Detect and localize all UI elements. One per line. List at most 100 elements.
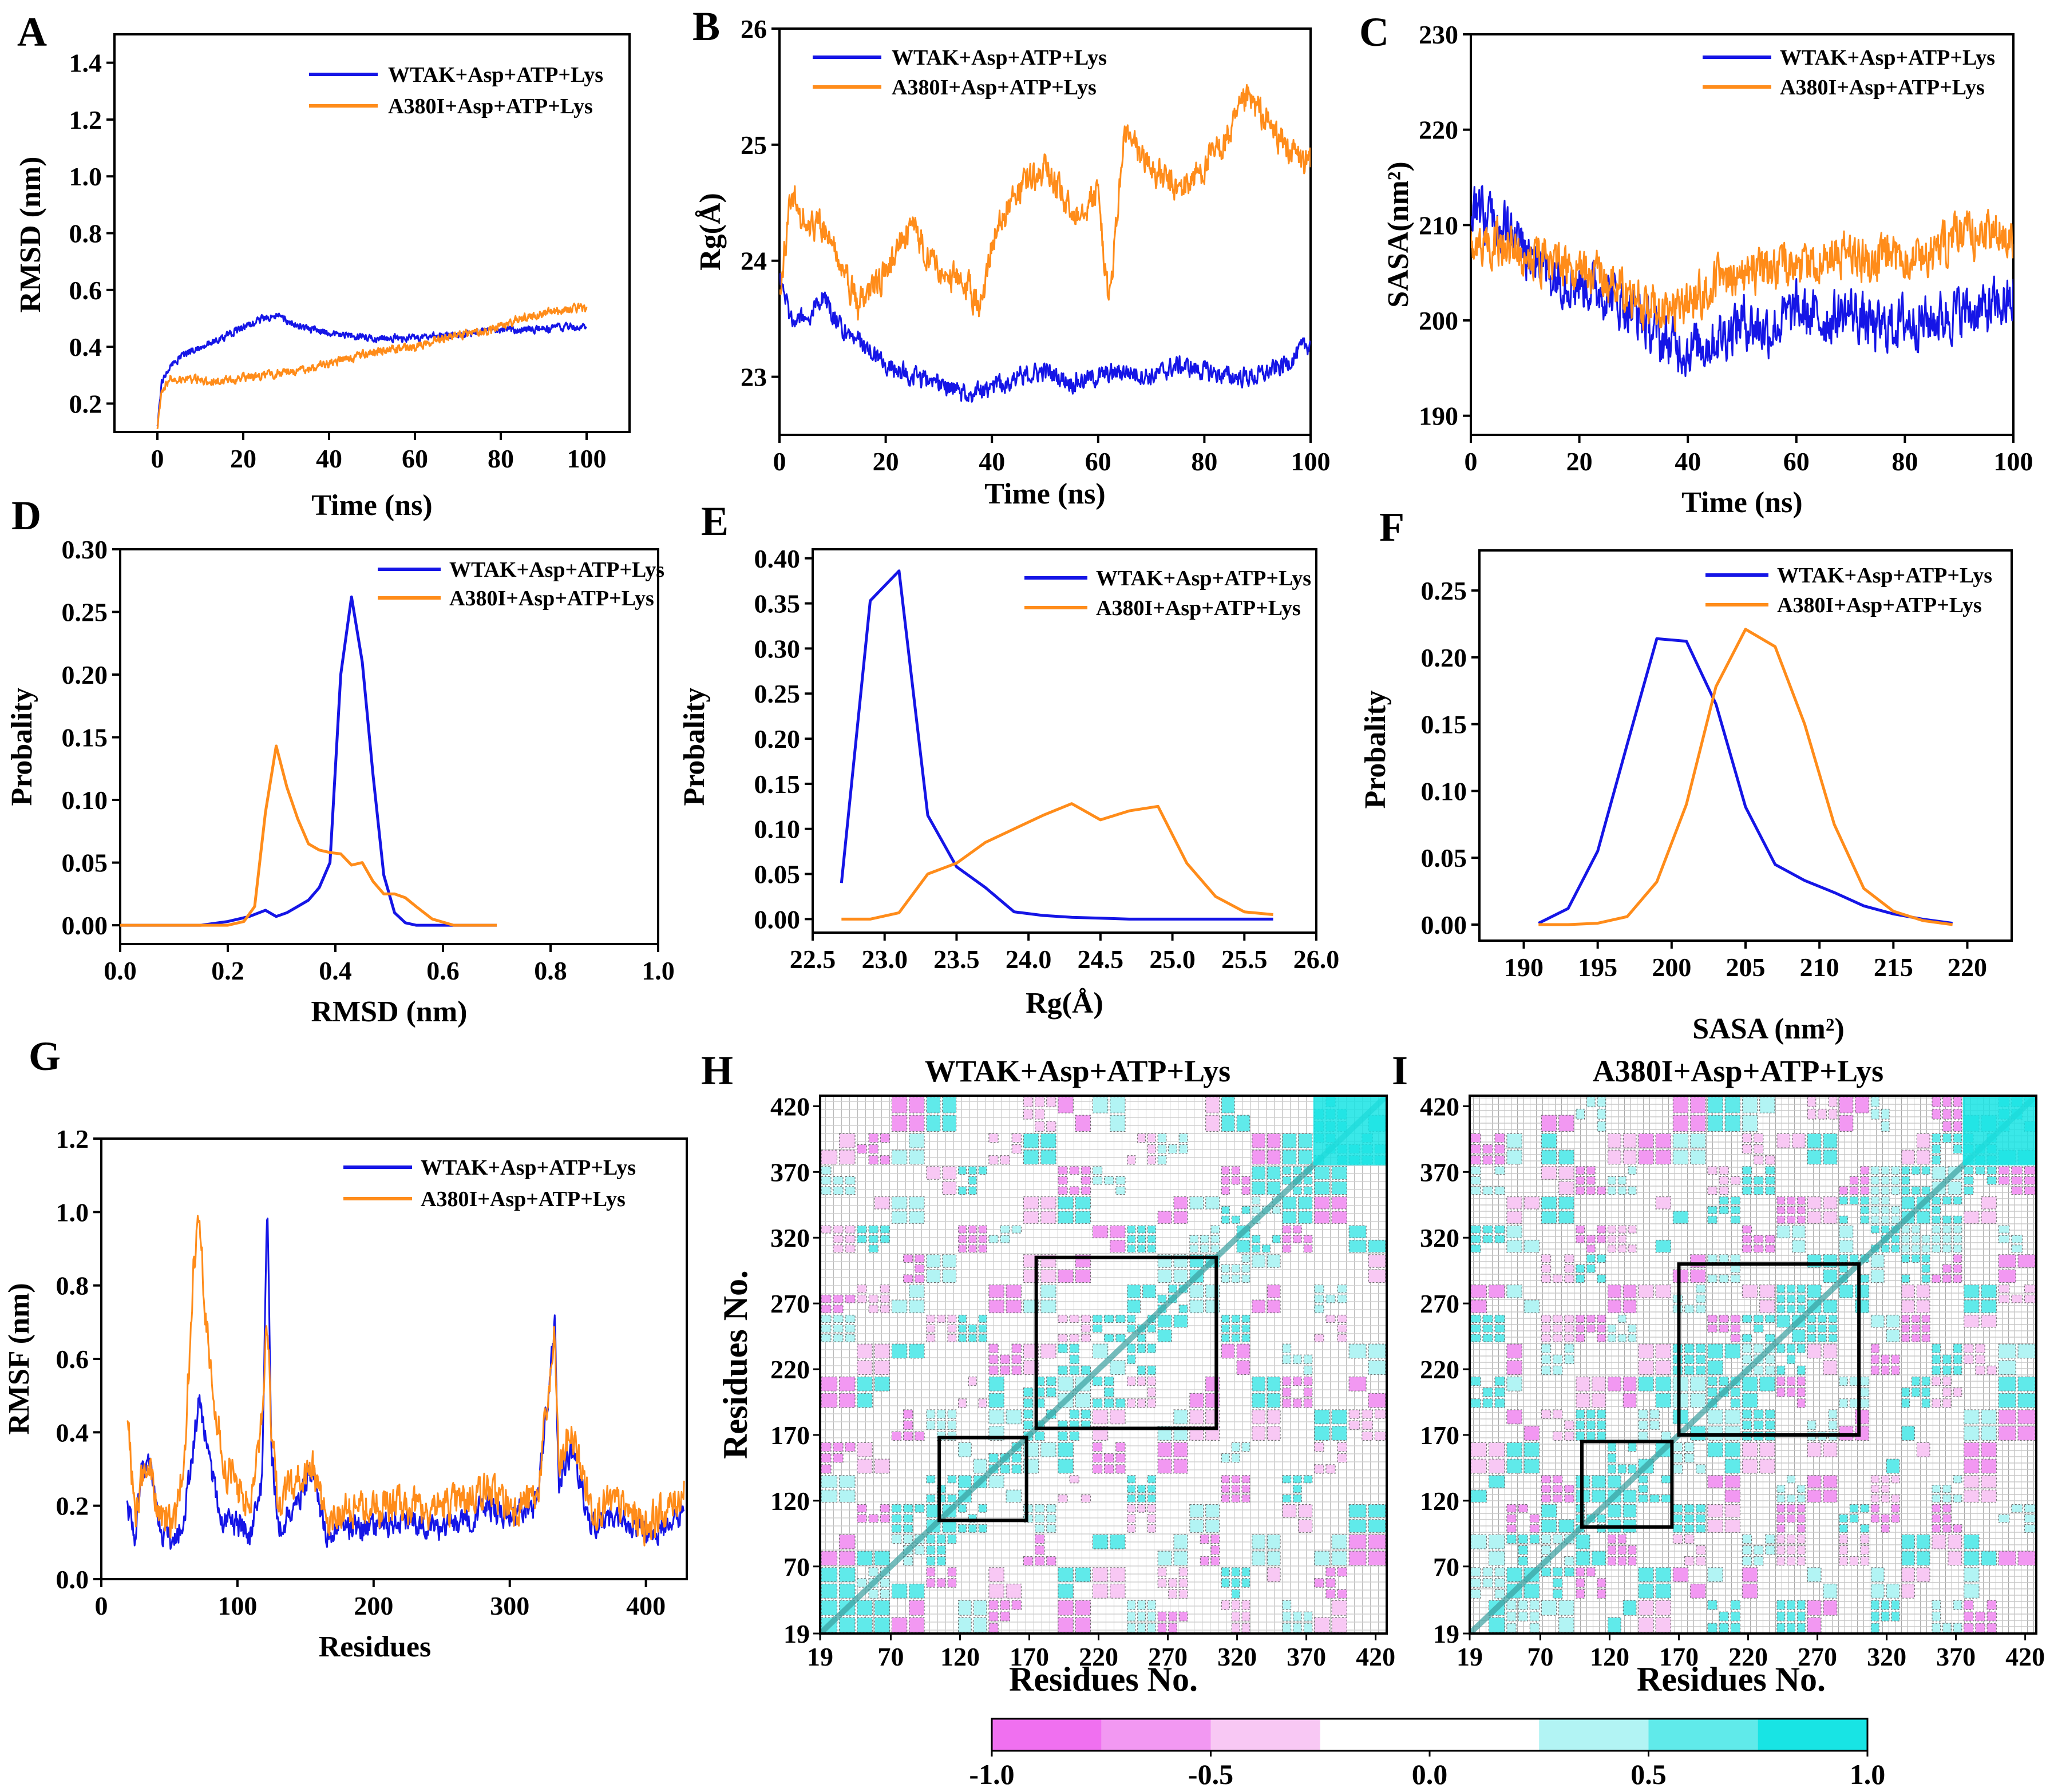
heatmap-cell-i [1998, 1176, 2010, 1185]
y-tick-label-c: 220 [1419, 116, 1458, 145]
heatmap-cell-h [1006, 1489, 1022, 1503]
heatmap-cell-i [1724, 1504, 1741, 1518]
heatmap-cell-i [1730, 1274, 1741, 1283]
heatmap-cell-i [1981, 1489, 1997, 1503]
series-layer-c [1471, 185, 2013, 377]
heatmap-cell-h [1221, 1485, 1230, 1493]
heatmap-cell-i [1787, 1556, 1796, 1566]
heatmap-cell-i [1586, 1235, 1596, 1243]
heatmap-cell-i [1597, 1186, 1606, 1195]
heatmap-cell-h [1092, 1376, 1103, 1386]
heatmap-cell-i [1707, 1274, 1717, 1283]
heatmap-cell-h [880, 1133, 891, 1143]
heatmap-cell-h [1293, 1494, 1302, 1503]
heatmap-cell-i [1891, 1514, 1900, 1523]
heatmap-cell-h [926, 1115, 941, 1132]
heatmap-cell-i [1754, 1314, 1764, 1323]
heatmap-cell-h [1293, 1475, 1302, 1484]
heatmap-cell-i [1488, 1551, 1505, 1566]
heatmap-cell-h [838, 1393, 856, 1408]
y-tick-label-g: 1.2 [56, 1124, 89, 1153]
heatmap-cell-i [1690, 1133, 1706, 1148]
heatmap-cell-i [1518, 1600, 1528, 1610]
heatmap-cell-i [1628, 1442, 1637, 1452]
heatmap-cell-i [1986, 1176, 1997, 1185]
heatmap-cell-h [1040, 1284, 1056, 1298]
heatmap-cell-i [1586, 1186, 1596, 1195]
heatmap-cell-h [1348, 1343, 1367, 1359]
x-tick-label-c: 40 [1675, 447, 1701, 476]
heatmap-cell-h [857, 1225, 867, 1234]
heatmap-cell-i [1592, 1376, 1606, 1391]
plot-frame-d [119, 548, 659, 945]
heatmap-cell-h [1081, 1314, 1091, 1323]
x-tick-label-e: 25.0 [1149, 945, 1196, 974]
heatmap-cell-h [868, 1133, 878, 1143]
heatmap-cell-i [1787, 1514, 1796, 1523]
heatmap-cell-i [1638, 1409, 1648, 1419]
x-tick-label-d: 1.0 [642, 956, 675, 985]
y-tick-label-g: 1.0 [56, 1198, 89, 1227]
heatmap-cell-h [1282, 1225, 1292, 1234]
heatmap-cell-i [1796, 1556, 1806, 1566]
heatmap-cell-h [1157, 1329, 1172, 1342]
heatmap-cell-h [1314, 1284, 1324, 1293]
heatmap-cell-h [1034, 1534, 1045, 1544]
heatmap-cell-h [1127, 1155, 1136, 1165]
heatmap-cell-i [1553, 1274, 1563, 1283]
heatmap-cell-h [1127, 1475, 1136, 1484]
heatmap-cell-i [1823, 1211, 1838, 1224]
heatmap-cell-h [1303, 1387, 1313, 1397]
heatmap-cell-h [1011, 1453, 1022, 1463]
heatmap-cell-i [1881, 1600, 1890, 1610]
heatmap-cell-h [1252, 1299, 1266, 1314]
heatmap-cell-i [1672, 1211, 1689, 1224]
heatmap-cell-i [1707, 1387, 1717, 1397]
heatmap-cell-h [1147, 1475, 1156, 1484]
heatmap-cell-i [1617, 1235, 1626, 1243]
heatmap-cell-i [1921, 1254, 1930, 1263]
heatmap-cell-i [1470, 1458, 1487, 1474]
heatmap-cell-h [838, 1551, 856, 1566]
heatmap-cell-i [1541, 1354, 1552, 1364]
heatmap-cell-i [1541, 1324, 1552, 1333]
heatmap-cell-h [1046, 1524, 1056, 1533]
heatmap-cell-i [2017, 1551, 2036, 1566]
heatmap-cell-i [1787, 1600, 1796, 1610]
heatmap-cell-i [1901, 1196, 1916, 1210]
heatmap-cell-h [1331, 1426, 1347, 1441]
heatmap-cell-i [1608, 1133, 1621, 1148]
heatmap-cell-h [1040, 1269, 1056, 1283]
axes-f: 190 195 200 205 210 215 2200.000.050.100.150.2… [1421, 576, 1988, 982]
heatmap-title-h: WTAK+Asp+ATP+Lys [925, 1054, 1230, 1088]
heatmap-cell-h [1252, 1244, 1261, 1253]
heatmap-cell-h [1092, 1534, 1109, 1549]
heatmap-cell-i [1482, 1578, 1493, 1588]
heatmap-cell-h [988, 1235, 999, 1243]
heatmap-cell-h [1231, 1166, 1240, 1175]
heatmap-cell-i [1470, 1225, 1481, 1234]
heatmap-cell-h [1374, 1409, 1386, 1419]
panel-label-h: H [701, 1048, 733, 1093]
heatmap-cell-h [926, 1096, 941, 1113]
heatmap-cell-h [1127, 1514, 1136, 1523]
x-axis-label-b: Time (ns) [984, 478, 1105, 510]
heatmap-cell-h [909, 1343, 925, 1359]
heatmap-cell-h [1034, 1514, 1045, 1523]
panel-label-d: D [11, 493, 41, 538]
series-line-g-mut [126, 1215, 685, 1547]
heatmap-cell-i [1998, 1409, 2016, 1425]
heatmap-cell-i [1742, 1393, 1758, 1408]
heatmap-cell-i [1948, 1181, 1962, 1195]
heatmap-cell-i [1696, 1524, 1706, 1533]
heatmap-cell-h [957, 1324, 967, 1333]
heatmap-cell-h [1011, 1144, 1022, 1154]
heatmap-cell-i [1506, 1149, 1522, 1165]
heatmap-cell-h [1115, 1398, 1126, 1408]
heatmap-cell-h [1298, 1149, 1313, 1165]
heatmap-cell-i [1881, 1186, 1890, 1195]
colorbar-swatch [1430, 1719, 1540, 1751]
heatmap-cell-i [1506, 1360, 1522, 1375]
heatmap-cell-i [1823, 1442, 1838, 1457]
